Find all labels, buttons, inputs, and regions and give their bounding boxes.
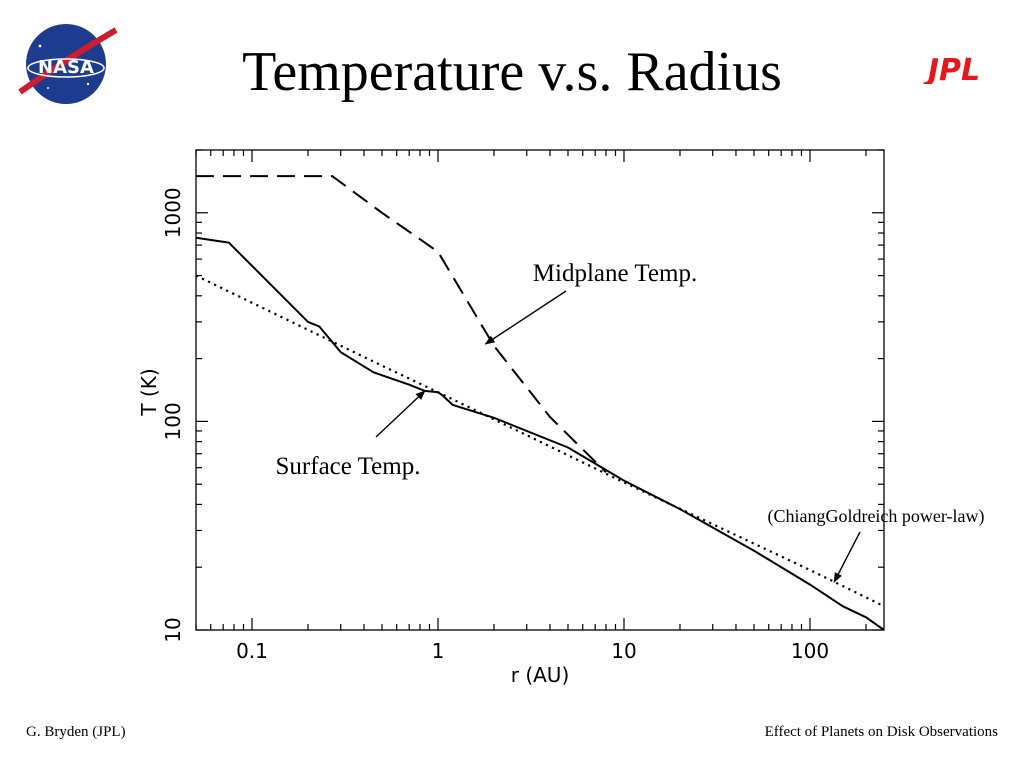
annotation-arrow	[375, 390, 426, 438]
data-series	[195, 175, 885, 631]
y-tick-label: 1000	[161, 187, 185, 238]
annotation-label: Midplane Temp.	[533, 260, 697, 287]
svg-text:NASA: NASA	[38, 57, 94, 78]
slide-title: Temperature v.s. Radius	[242, 41, 782, 103]
plot-frame	[195, 149, 885, 631]
x-axis-label: r (AU)	[511, 663, 570, 687]
series-solid-line	[195, 236, 885, 631]
x-tick-label: 0.1	[236, 639, 268, 663]
jpl-logo: JPL	[923, 54, 980, 84]
footer-talk-title: Effect of Planets on Disk Observations	[764, 724, 998, 740]
nasa-logo: NASA	[18, 24, 118, 104]
x-tick-label: 100	[791, 639, 829, 663]
x-tick-label: 1	[432, 639, 445, 663]
annotation-label: (ChiangGoldreich power-law)	[767, 506, 984, 527]
svg-text:JPL: JPL	[923, 54, 980, 84]
annotations: Midplane Temp. Surface Temp. (ChiangGoldre…	[276, 260, 985, 583]
y-tick-label: 100	[161, 402, 185, 440]
annotation-arrow	[484, 290, 567, 345]
series-dashed-line	[196, 175, 607, 474]
series-dotted-line	[195, 274, 885, 608]
annotation-arrow	[833, 531, 861, 583]
footer-author: G. Bryden (JPL)	[26, 724, 126, 740]
annotation-label: Surface Temp.	[276, 453, 421, 480]
x-tick-label: 10	[611, 639, 636, 663]
y-axis-label: T (K)	[137, 368, 161, 416]
y-tick-label: 10	[161, 617, 185, 642]
tick-labels: 0.1 1 10 100 10 100 1000	[161, 187, 829, 663]
axis-ticks	[195, 149, 884, 631]
